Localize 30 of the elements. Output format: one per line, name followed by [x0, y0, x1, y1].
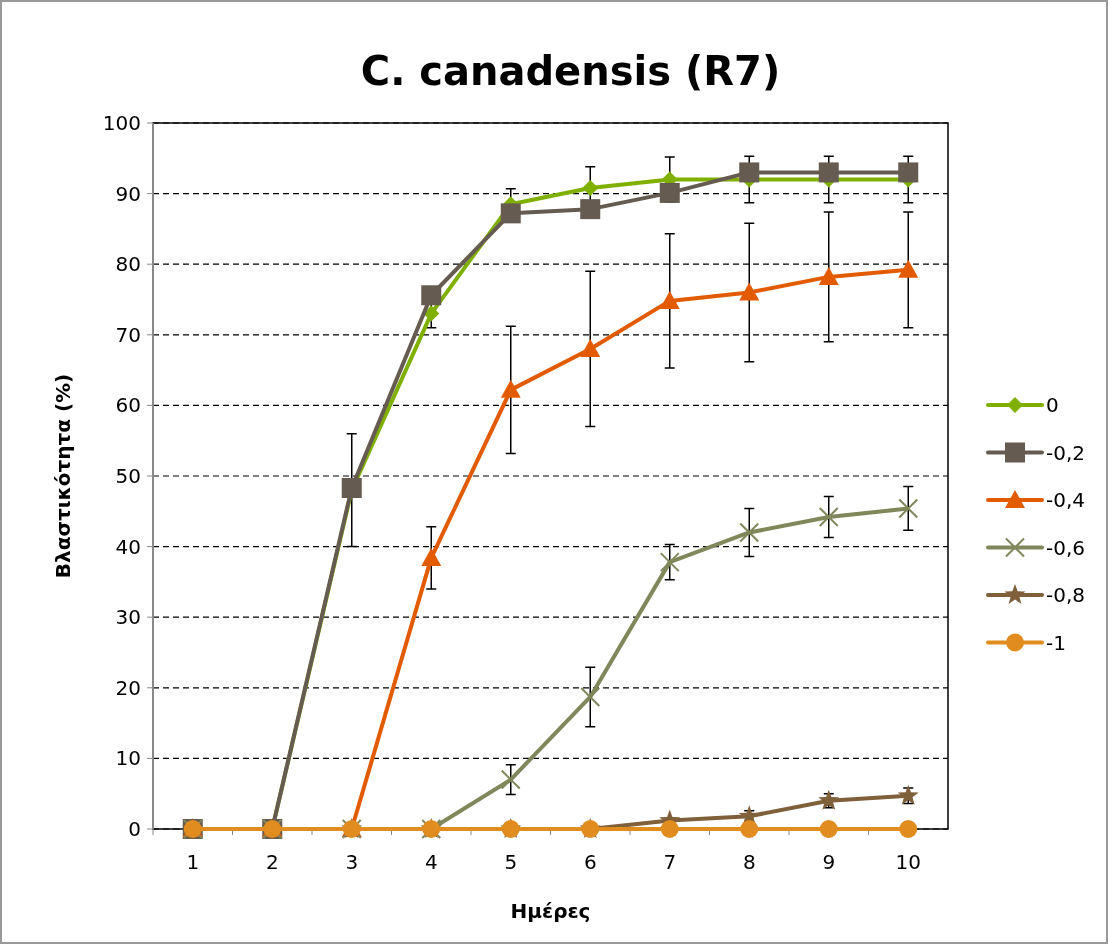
x-tick-label: 9: [822, 850, 836, 874]
legend-label: -0,4: [1046, 488, 1086, 512]
x-tick-label: 10: [895, 850, 921, 874]
y-axis-title: Βλαστικότητα (%): [51, 373, 75, 579]
y-tick-label: 90: [115, 181, 141, 206]
legend-label: -0,6: [1046, 535, 1086, 560]
legend-label: -0,2: [1046, 440, 1086, 465]
y-tick-label: 40: [115, 534, 141, 559]
legend-label: 0: [1046, 393, 1059, 417]
x-tick-label: 7: [663, 850, 677, 874]
y-tick-label: 60: [115, 393, 141, 418]
chart-title: C. canadensis (R7): [360, 48, 781, 94]
x-axis-title: Ημέρες: [510, 899, 591, 923]
x-tick-label: 1: [186, 850, 200, 874]
x-tick-label: 5: [504, 850, 518, 874]
y-tick-label: 0: [128, 817, 141, 841]
y-tick-label: 30: [115, 605, 141, 630]
y-tick-label: 50: [115, 464, 141, 488]
x-tick-label: 8: [742, 850, 756, 874]
y-tick-label: 100: [102, 111, 141, 135]
y-tick-label: 20: [115, 675, 141, 700]
x-tick-label: 4: [424, 850, 438, 874]
y-tick-label: 70: [115, 322, 141, 347]
x-tick-label: 2: [265, 850, 279, 874]
legend-label: -1: [1046, 630, 1066, 655]
legend-label: -0,8: [1046, 583, 1086, 607]
x-tick-label: 3: [345, 850, 359, 874]
y-tick-label: 80: [115, 252, 141, 277]
y-tick-label: 10: [115, 746, 141, 771]
x-tick-label: 6: [583, 850, 597, 874]
